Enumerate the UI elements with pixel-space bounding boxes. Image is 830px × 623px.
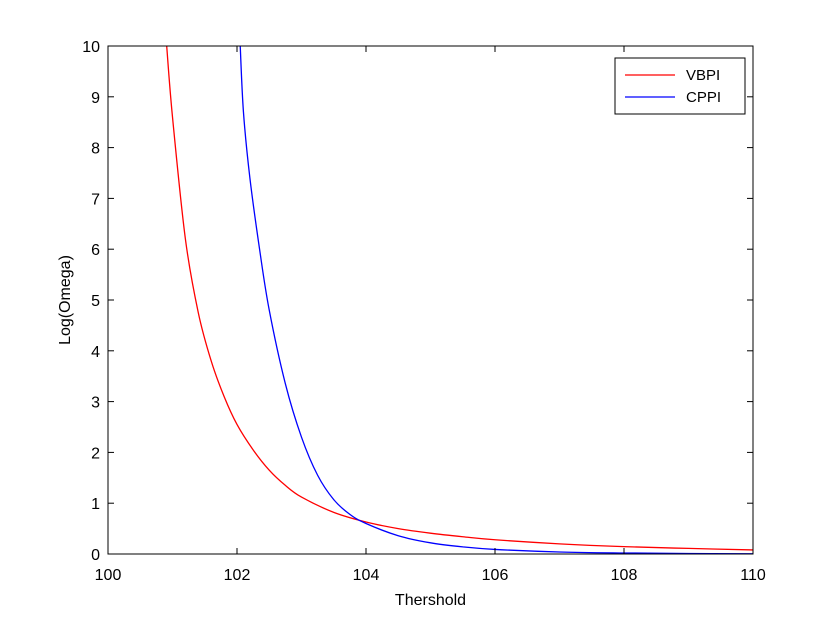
- legend-box: [614, 57, 746, 115]
- y-axis-title: Log(Omega): [57, 255, 74, 345]
- y-tick-label: 4: [91, 344, 100, 361]
- y-tick-label: 0: [91, 547, 100, 564]
- y-tick-label: 9: [91, 90, 100, 107]
- y-tick-label: 2: [91, 445, 100, 462]
- y-tick-label: 10: [82, 39, 100, 56]
- x-tick-label: 106: [482, 567, 509, 584]
- series-lines: [166, 46, 753, 554]
- y-tick-label: 8: [91, 141, 100, 158]
- legend-label-cppi: CPPI: [686, 89, 721, 106]
- x-tick-label: 104: [353, 567, 380, 584]
- series-line-vbpi: [166, 46, 753, 551]
- x-tick-label: 102: [224, 567, 251, 584]
- series-line-cppi: [239, 46, 753, 554]
- x-tick-label: 100: [95, 567, 122, 584]
- x-axis-title: Thershold: [395, 592, 466, 609]
- y-tick-label: 1: [91, 496, 100, 513]
- y-tick-label: 3: [91, 395, 100, 412]
- legend: VBPI CPPI: [614, 57, 746, 115]
- y-tick-label: 7: [91, 191, 100, 208]
- plot-area: [166, 46, 753, 554]
- legend-label-vbpi: VBPI: [686, 67, 720, 84]
- y-tick-label: 5: [91, 293, 100, 310]
- y-tick-label: 6: [91, 242, 100, 259]
- x-tick-label: 108: [611, 567, 638, 584]
- axes: 100 102 104 106 108 110 0 1 2 3 4 5 6 7 8 9 10: [82, 39, 766, 584]
- x-tick-label: 110: [740, 567, 766, 584]
